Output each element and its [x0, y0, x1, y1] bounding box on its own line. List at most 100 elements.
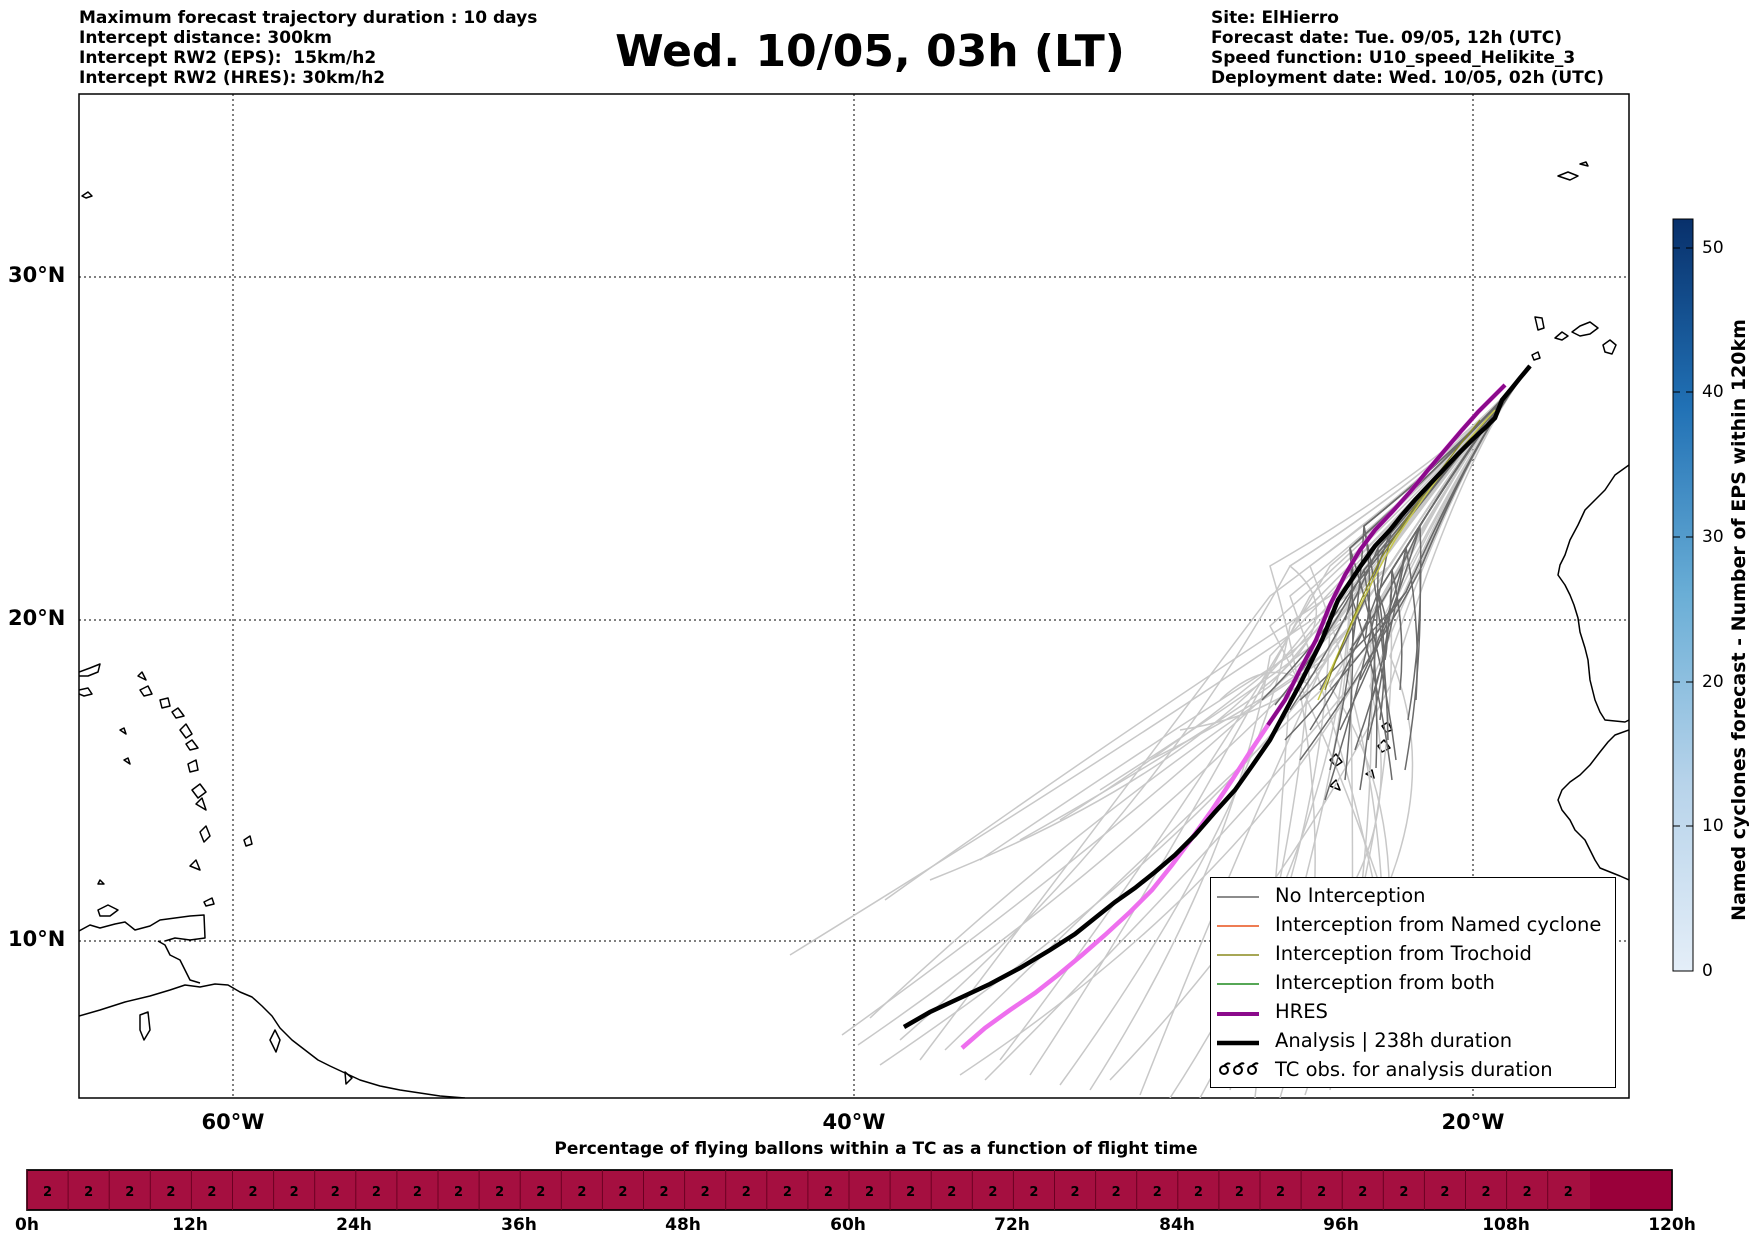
header-left-line: Intercept distance: 300km: [79, 28, 332, 48]
timeline-cell-value: 2: [577, 1185, 586, 1200]
timeline-cell-value: 2: [1564, 1185, 1573, 1200]
timeline-cell-value: 2: [331, 1185, 340, 1200]
eps-trajectory: [1324, 419, 1481, 691]
timeline-cell-value: 2: [701, 1185, 710, 1200]
header-right-line: Site: ElHierro: [1211, 8, 1339, 28]
timeline-cell-value: 2: [742, 1185, 751, 1200]
time-tick-label: 36h: [501, 1215, 537, 1235]
colorbar-tick-label: 10: [1702, 816, 1724, 836]
header-left-line: Intercept RW2 (EPS): 15km/h2: [79, 48, 377, 68]
lat-label-30n: 30°N: [8, 263, 66, 287]
timeline-cell-value: 2: [84, 1185, 93, 1200]
header-left: Maximum forecast trajectory duration : 1…: [79, 8, 537, 88]
legend-label: Analysis | 238h duration: [1275, 1029, 1513, 1052]
timeline-cell-value: 2: [536, 1185, 545, 1200]
purple-thick-line-icon: [1217, 1012, 1259, 1016]
colorbar-tick-label: 50: [1702, 238, 1724, 258]
timeline-cell-value: 2: [865, 1185, 874, 1200]
legend-label: Interception from Named cyclone: [1275, 913, 1602, 936]
header-left-line: Maximum forecast trajectory duration : 1…: [79, 8, 538, 28]
timeline-cell-value: 2: [1440, 1185, 1449, 1200]
legend-item-named-cyclone: Interception from Named cyclone: [1211, 911, 1615, 940]
black-thick-line-icon: [1217, 1040, 1259, 1046]
timeline-cell-value: 2: [207, 1185, 216, 1200]
timeline-cell-value: 2: [824, 1185, 833, 1200]
eps-trajectory: [1259, 365, 1531, 691]
page-title: Wed. 10/05, 03h (LT): [615, 26, 1125, 77]
gray-line-icon: [1217, 896, 1259, 898]
time-tick-label: 48h: [665, 1215, 701, 1235]
coastlines: [79, 161, 1629, 1098]
timeline-cell-value: 2: [1399, 1185, 1408, 1200]
legend-label: Interception from both: [1275, 971, 1495, 994]
time-tick-label: 120h: [1648, 1215, 1696, 1235]
timeline-cell-value: 2: [125, 1185, 134, 1200]
timeline-cell-value: 2: [1482, 1185, 1491, 1200]
timeline-cell-value: 2: [947, 1185, 956, 1200]
orange-line-icon: [1217, 925, 1259, 927]
timeline-cell-value: 2: [618, 1185, 627, 1200]
time-tick-label: 96h: [1323, 1215, 1359, 1235]
time-tick-label: 60h: [830, 1215, 866, 1235]
timeline-cell-value: 2: [1523, 1185, 1532, 1200]
timeline-cell-value: 2: [1235, 1185, 1244, 1200]
timeline-bar-end: [1590, 1170, 1672, 1210]
timeline-cell-value: 2: [249, 1185, 258, 1200]
legend-label: HRES: [1275, 1000, 1328, 1023]
timeline-cell-value: 2: [454, 1185, 463, 1200]
header-right-line: Speed function: U10_speed_Helikite_3: [1211, 48, 1576, 68]
lon-label-20w: 20°W: [1441, 1110, 1505, 1134]
timeline-cell-value: 2: [372, 1185, 381, 1200]
colorbar-ticks: [1673, 247, 1693, 972]
lat-label-20n: 20°N: [8, 606, 66, 630]
legend-item-analysis: Analysis | 238h duration: [1211, 1027, 1615, 1056]
olive-line-icon: [1217, 954, 1259, 956]
timeline-cell-value: 2: [413, 1185, 422, 1200]
timeline-cell-value: 2: [1194, 1185, 1203, 1200]
map-legend: No Interception Interception from Named …: [1210, 877, 1616, 1088]
time-tick-label: 72h: [994, 1215, 1030, 1235]
colorbar-tick-label: 30: [1702, 527, 1724, 547]
timeline-cell-value: 2: [290, 1185, 299, 1200]
legend-label: TC obs. for analysis duration: [1275, 1058, 1553, 1081]
legend-label: No Interception: [1275, 884, 1426, 907]
timeline-cells: 2 2 2 2 2 2 2 2 2 2 2 2 2 2 2 2 2 2 2 2 2 2 2 2 2 2 2 2 2 2 2 2 2 2 2 2 2 2: [26, 1170, 1573, 1210]
timeline-cell-value: 2: [43, 1185, 52, 1200]
colorbar-tick-label: 20: [1702, 672, 1724, 692]
timeline-cell-value: 2: [1029, 1185, 1038, 1200]
header-right-line: Forecast date: Tue. 09/05, 12h (UTC): [1211, 28, 1562, 48]
legend-item-hres: HRES: [1211, 998, 1615, 1027]
legend-item-tc-obs: TC obs. for analysis duration: [1211, 1056, 1615, 1085]
lon-label-60w: 60°W: [201, 1110, 265, 1134]
timeline-cell-value: 2: [660, 1185, 669, 1200]
colorbar: [1672, 218, 1694, 972]
lat-label-10n: 10°N: [8, 927, 66, 951]
legend-item-trochoid: Interception from Trochoid: [1211, 940, 1615, 969]
timeline-cell-value: 2: [1358, 1185, 1367, 1200]
time-tick-label: 24h: [336, 1215, 372, 1235]
cyclone-symbol-icon: [1219, 1062, 1259, 1075]
timeline-cell-value: 2: [1276, 1185, 1285, 1200]
colorbar-tick-label: 0: [1702, 961, 1713, 981]
time-tick-label: 12h: [172, 1215, 208, 1235]
colorbar-tick-label: 40: [1702, 382, 1724, 402]
time-tick-label: 108h: [1482, 1215, 1530, 1235]
header-left-line: Intercept RW2 (HRES): 30km/h2: [79, 68, 386, 88]
analysis-trajectory: [902, 364, 1532, 1029]
time-tick-label: 84h: [1159, 1215, 1195, 1235]
header-right: Site: ElHierro Forecast date: Tue. 09/05…: [1211, 8, 1604, 88]
lon-label-40w: 40°W: [822, 1110, 886, 1134]
timeline-cell-value: 2: [495, 1185, 504, 1200]
timeline-cell-value: 2: [1153, 1185, 1162, 1200]
timeline-cell-value: 2: [1071, 1185, 1080, 1200]
timeline-cell-value: 2: [1112, 1185, 1121, 1200]
timeline-cell-value: 2: [906, 1185, 915, 1200]
green-line-icon: [1217, 983, 1259, 985]
legend-item-no-interception: No Interception: [1211, 882, 1615, 911]
hres-trajectory-late: [1266, 383, 1507, 727]
colorbar-label: Named cyclones forecast - Number of EPS …: [1728, 319, 1750, 921]
legend-label: Interception from Trochoid: [1275, 942, 1532, 965]
timeline-cell-value: 2: [166, 1185, 175, 1200]
legend-item-both: Interception from both: [1211, 969, 1615, 998]
